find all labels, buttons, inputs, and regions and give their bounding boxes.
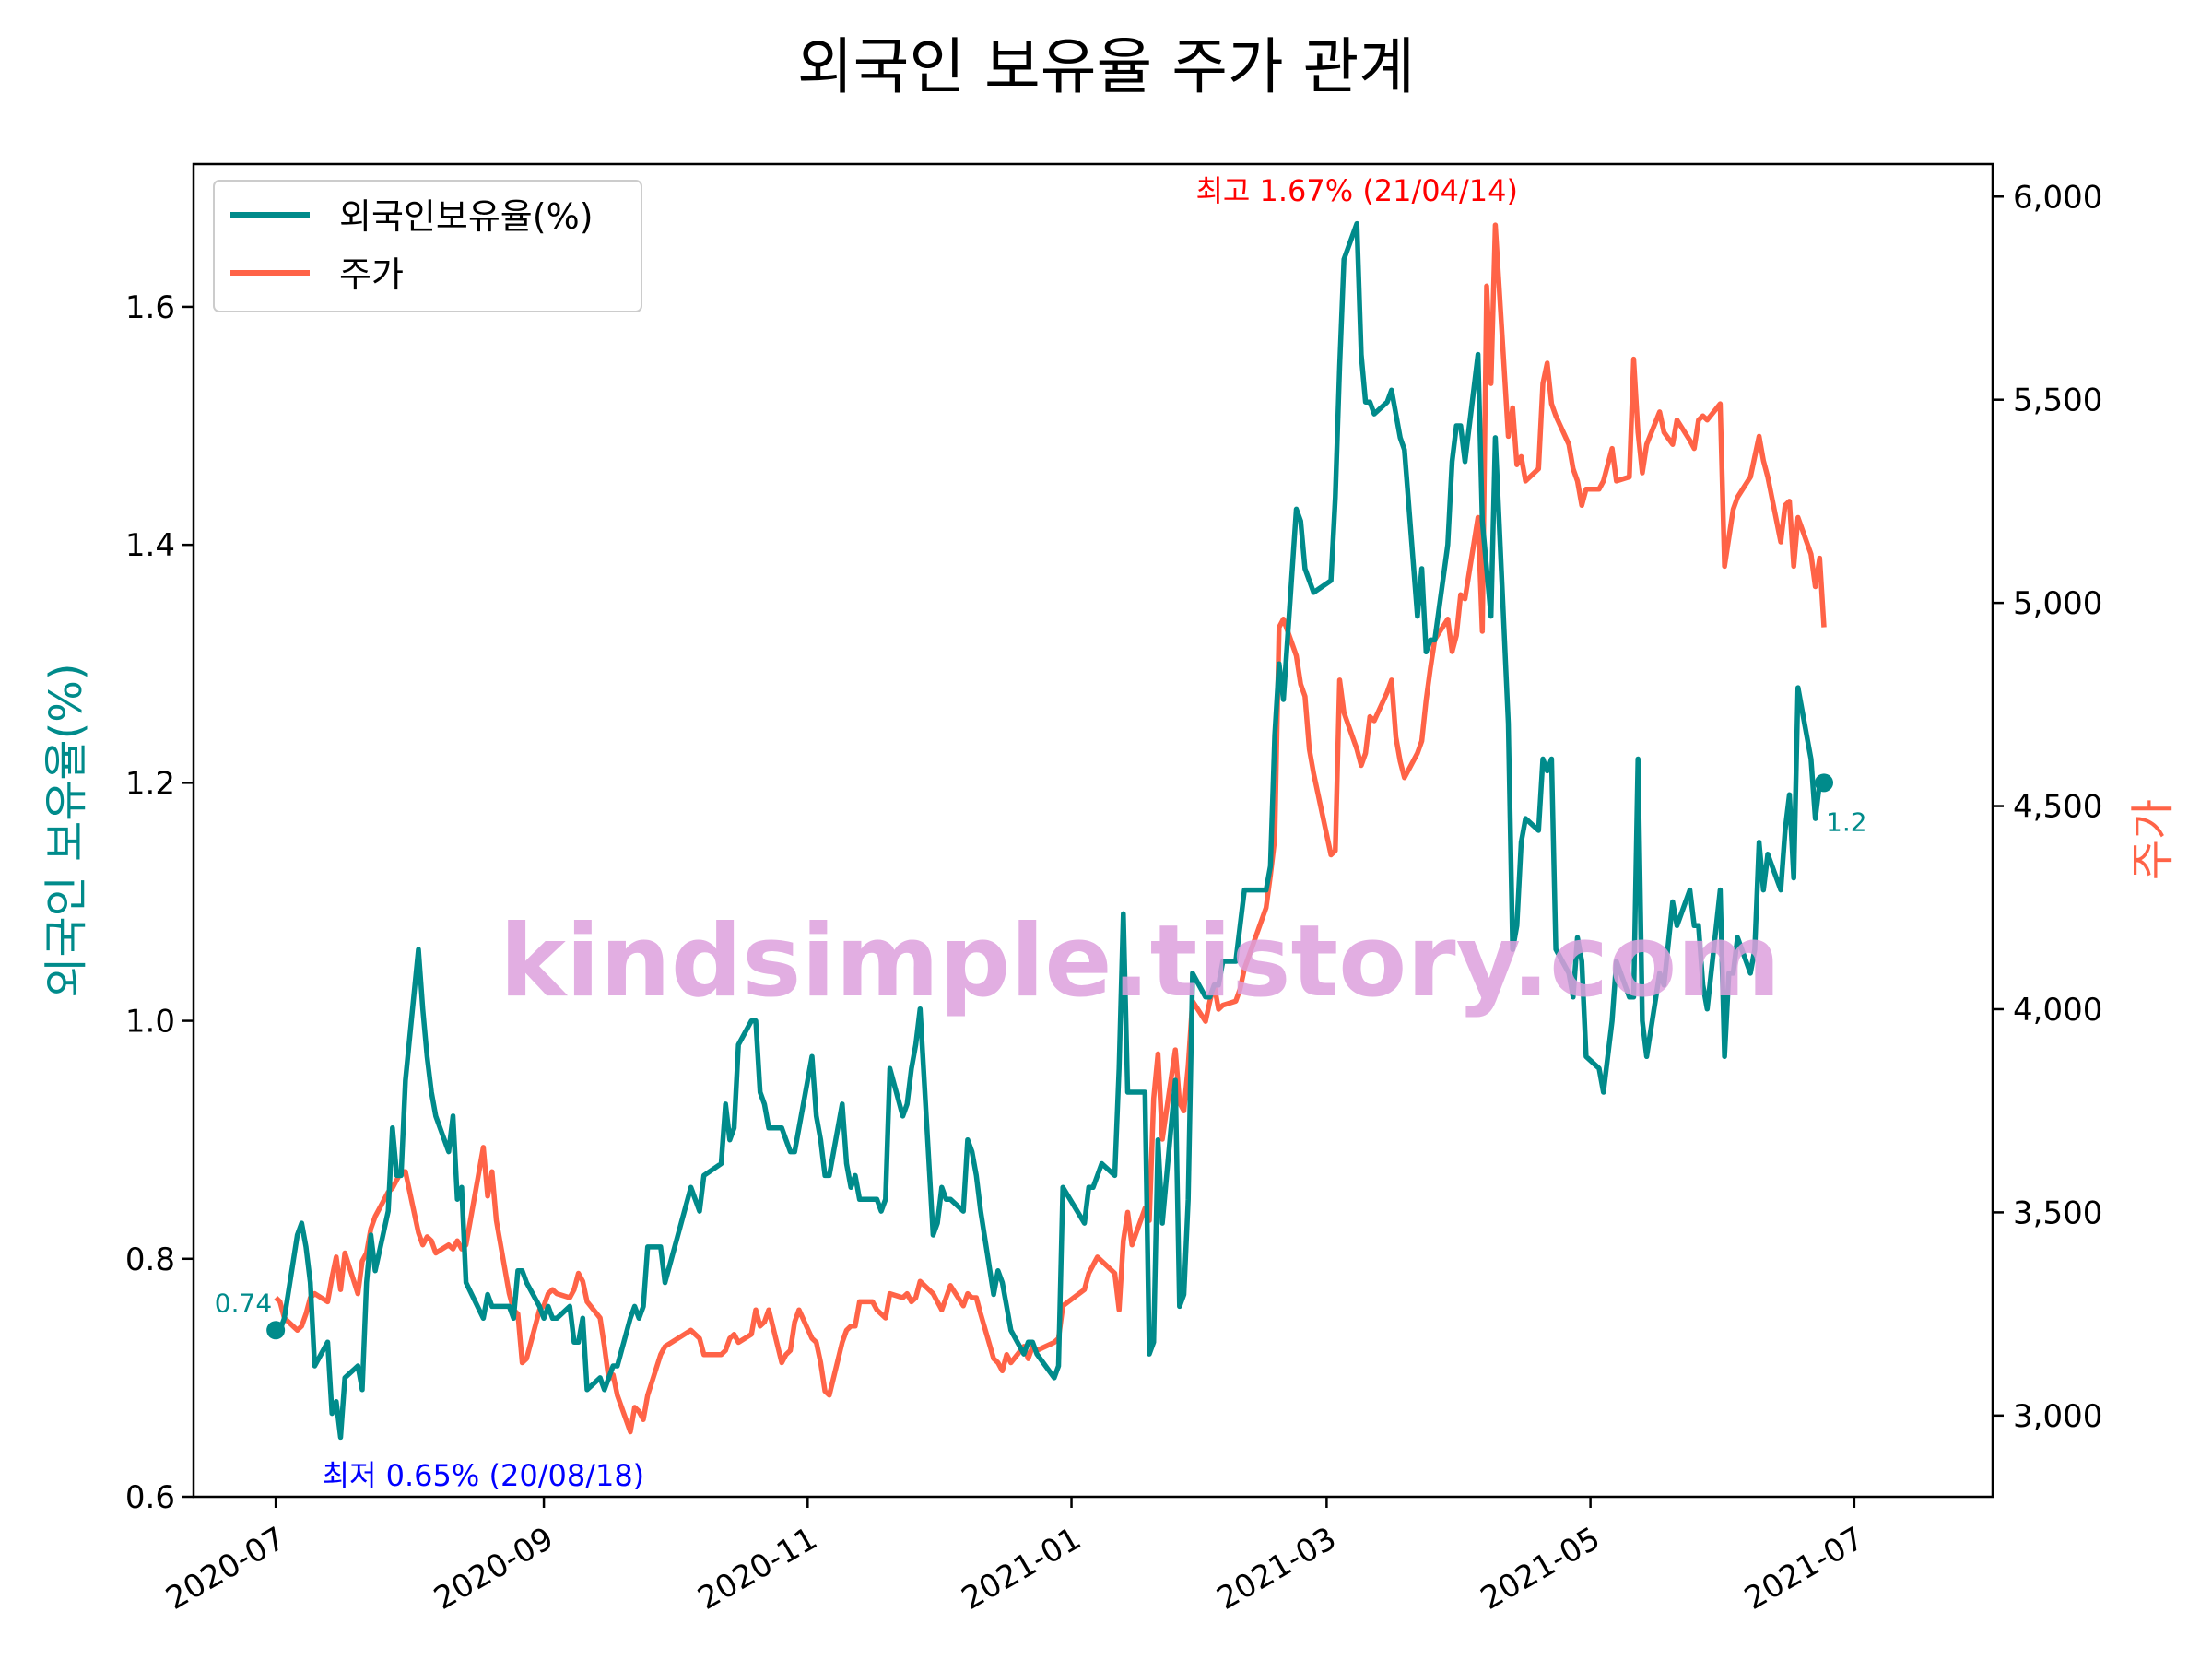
series-stock-price-line: [274, 222, 1827, 1435]
y-left-tick-label-5: 1.6: [125, 289, 175, 326]
y-right-tick-label-6: 6,000: [2013, 179, 2102, 216]
plot-frame: [192, 162, 1994, 1499]
y-right-tick-label-0: 3,000: [2013, 1398, 2102, 1435]
chart-title: 외국인 보유율 주가 관계: [797, 31, 1415, 102]
annotations: 0.74 1.2 최고 1.67% (21/04/14) 최저 0.65% (20/0…: [215, 173, 1867, 1493]
legend-box: [213, 180, 642, 312]
max-annotation: 최고 1.67% (21/04/14): [1195, 173, 1518, 208]
series-foreign-ownership-line: [276, 220, 1824, 1441]
y-right-tick-label-4: 5,000: [2013, 585, 2102, 622]
y-right-tick-label-3: 4,500: [2013, 789, 2102, 826]
y-right-tick-label-1: 3,500: [2013, 1194, 2102, 1231]
y-axis-left-label: 외국인 보유율(%): [41, 663, 92, 997]
y-left-tick-label-2: 1.0: [125, 1004, 175, 1041]
y-left-tick-label-4: 1.4: [125, 527, 175, 564]
min-annotation: 최저 0.65% (20/08/18): [323, 1458, 645, 1493]
y-left-tick-label-3: 1.2: [125, 765, 175, 802]
legend-label-foreign: 외국인보유율(%): [339, 196, 594, 237]
y-right-tick-label-2: 4,000: [2013, 992, 2102, 1029]
first-value-label: 0.74: [215, 1288, 272, 1318]
y-axis-right-label: 주가: [2127, 799, 2179, 880]
legend-label-price: 주가: [339, 254, 404, 295]
watermark: kindsimple.tistory.com: [500, 904, 1781, 1019]
y-right-tick-label-5: 5,500: [2013, 382, 2102, 419]
y-left-tick-label-1: 0.8: [125, 1241, 175, 1278]
last-value-label: 1.2: [1826, 806, 1867, 837]
first-point-marker: [266, 1321, 286, 1340]
legend: 외국인보유율(%) 주가: [213, 180, 642, 312]
y-left-tick-label-0: 0.6: [125, 1479, 175, 1516]
last-point-marker: [1815, 773, 1833, 793]
series: [266, 220, 1833, 1441]
